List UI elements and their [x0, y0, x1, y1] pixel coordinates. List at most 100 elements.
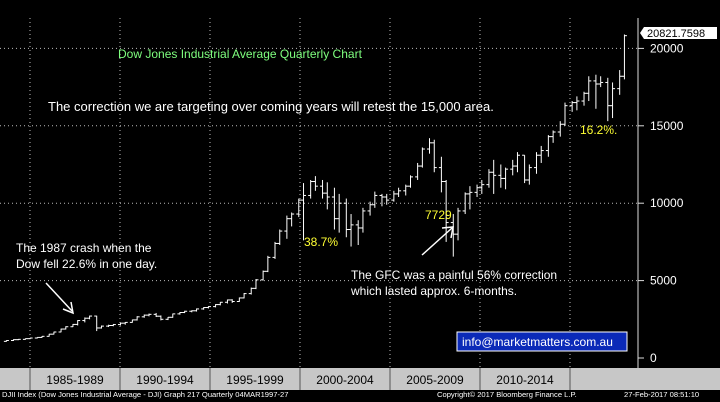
- ohlc-bar: [372, 191, 378, 208]
- ohlc-bar: [450, 214, 456, 257]
- chart-subtitle: The correction we are targeting over com…: [48, 99, 494, 114]
- ohlc-bar: [11, 339, 17, 342]
- ohlc-bar: [51, 331, 57, 335]
- ohlc-bar: [557, 121, 563, 137]
- ohlc-bar: [443, 179, 449, 242]
- ohlc-bar: [610, 82, 616, 119]
- ohlc-bar: [296, 198, 302, 218]
- ohlc-bar: [574, 96, 580, 111]
- ohlc-bar: [415, 162, 421, 180]
- ohlc-bar: [248, 287, 254, 295]
- ohlc-bar: [562, 102, 568, 126]
- ohlc-bar: [510, 159, 516, 176]
- ohlc-bar: [586, 76, 592, 102]
- ohlc-bar: [312, 176, 318, 191]
- ohlc-bar: [201, 307, 207, 310]
- ohlc-bar: [15, 338, 21, 341]
- ohlc-bar: [384, 193, 390, 205]
- ohlc-bar: [545, 135, 551, 157]
- annotation-recent-drop: 16.2%.: [580, 123, 617, 137]
- x-tick-label: 1990-1994: [136, 373, 194, 387]
- ohlc-bar: [236, 297, 242, 302]
- ohlc-bar: [367, 201, 373, 216]
- ohlc-bar: [170, 313, 176, 318]
- ohlc-bar: [522, 154, 528, 184]
- annotation-crash-line2: Dow fell 22.6% in one day.: [16, 257, 157, 271]
- ohlc-bar: [284, 215, 290, 239]
- ohlc-bar: [27, 337, 33, 340]
- ohlc-bar: [331, 187, 337, 230]
- ohlc-bar: [34, 336, 40, 339]
- ohlc-bar: [58, 328, 64, 333]
- ohlc-bar: [260, 270, 266, 281]
- annotation-gfc-line2: which lasted approx. 6-months.: [350, 284, 517, 298]
- ohlc-bar: [289, 212, 295, 227]
- arrow-1987-crash: [45, 282, 74, 315]
- footer-index-info: DJII Index (Dow Jones Industrial Average…: [2, 390, 288, 399]
- ohlc-bar: [158, 315, 164, 321]
- ohlc-bar: [134, 316, 140, 321]
- ohlc-bar: [98, 325, 104, 329]
- x-tick-label: 1995-1999: [226, 373, 284, 387]
- ohlc-bar: [479, 179, 485, 194]
- ohlc-bar: [581, 91, 587, 106]
- ohlc-bar: [343, 198, 349, 238]
- ohlc-bar: [177, 311, 183, 315]
- contact-box-frame: [456, 331, 628, 352]
- x-tick-label: 1985-1989: [46, 373, 104, 387]
- ohlc-bar: [348, 214, 354, 247]
- ohlc-bar: [320, 179, 326, 199]
- ohlc-bar: [503, 167, 509, 190]
- ohlc-bar: [70, 323, 76, 328]
- ohlc-bar: [224, 299, 230, 304]
- y-tick-label: 0: [650, 351, 657, 365]
- ohlc-bar: [324, 182, 330, 210]
- contact-box[interactable]: info@marketmatters.com.au: [456, 331, 628, 352]
- contact-email[interactable]: info@marketmatters.com.au: [462, 335, 613, 349]
- ohlc-bar: [438, 156, 444, 193]
- ohlc-bar: [46, 333, 52, 337]
- ohlc-bar: [407, 175, 413, 188]
- last-price-marker: 20821.7598: [640, 27, 717, 40]
- arrow-gfc-head: [441, 226, 454, 239]
- arrow-gfc-shaft: [421, 227, 453, 256]
- chart-title: Dow Jones Industrial Average Quarterly C…: [118, 47, 363, 61]
- ohlc-bar: [110, 323, 116, 327]
- ohlc-bar: [427, 138, 433, 154]
- ohlc-bar: [39, 335, 45, 338]
- y-axis: 0 5000 10000 15000 20000: [637, 18, 684, 368]
- ohlc-bar: [205, 306, 211, 309]
- ohlc-bar: [229, 299, 235, 303]
- ohlc-bar: [467, 186, 473, 210]
- annotation-dotcom-drop: 38.7%: [304, 235, 338, 249]
- ohlc-bar: [538, 145, 544, 163]
- ohlc-bar: [301, 183, 307, 241]
- x-axis-band: [0, 368, 720, 390]
- ohlc-bar: [253, 279, 259, 290]
- ohlc-bar: [87, 315, 93, 320]
- ohlc-bar: [94, 315, 100, 332]
- ohlc-bar: [146, 313, 152, 317]
- ohlc-bar: [379, 193, 385, 207]
- ohlc-bar: [165, 316, 171, 321]
- ohlc-bar: [486, 169, 492, 188]
- y-tick-label: 10000: [650, 196, 684, 210]
- ohlc-bar: [569, 101, 575, 112]
- ohlc-bar: [265, 255, 271, 273]
- ohlc-bar: [336, 193, 342, 233]
- ohlc-bar: [431, 139, 437, 173]
- ohlc-bar: [75, 320, 81, 326]
- footer-copyright: Copyright© 2017 Bloomberg Finance L.P.: [437, 390, 577, 399]
- ohlc-bar: [621, 34, 627, 80]
- ohlc-bar: [550, 130, 556, 143]
- ohlc-bar: [129, 319, 135, 323]
- y-tick-label: 5000: [650, 274, 677, 288]
- y-tick-label: 20000: [650, 41, 684, 55]
- last-price-label: 20821.7598: [647, 28, 705, 40]
- ohlc-bar: [308, 179, 314, 199]
- ohlc-bar: [491, 159, 497, 194]
- annotation-crash-line1: The 1987 crash when the: [16, 241, 152, 255]
- footer-timestamp: 27-Feb-2017 08:51:10: [624, 390, 699, 399]
- ohlc-bar: [396, 187, 402, 198]
